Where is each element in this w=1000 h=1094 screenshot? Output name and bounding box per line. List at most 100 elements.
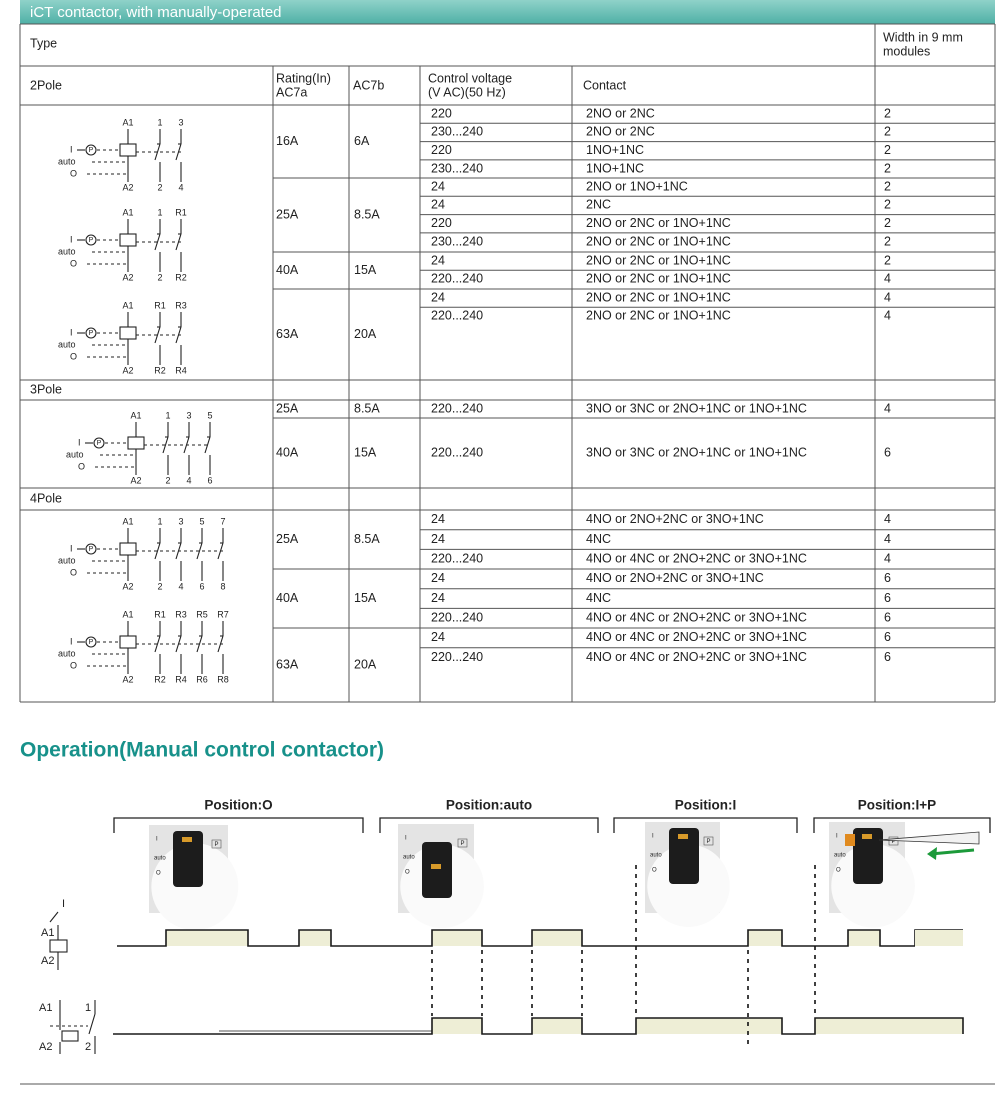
width: 6 [884, 445, 891, 459]
column-header: AC7b [353, 78, 384, 92]
mode-label: I [70, 144, 73, 154]
rating: 40A [276, 591, 299, 605]
terminal-label: 4 [178, 581, 183, 591]
terminal-label: R3 [175, 609, 187, 619]
signal-trace [117, 929, 915, 947]
terminal-label: 7 [220, 516, 225, 526]
terminal-label: 4 [186, 475, 191, 485]
terminal-label: A1 [122, 300, 133, 310]
rating: 16A [276, 134, 299, 148]
push-button [85, 543, 97, 555]
contact: 4NO or 4NC or 2NO+2NC or 3NO+1NC [586, 552, 807, 566]
push-button [93, 437, 105, 449]
on-state [166, 930, 248, 946]
width: 4 [884, 309, 891, 323]
voltage: 24 [431, 512, 445, 526]
voltage: 24 [431, 532, 445, 546]
width: 6 [884, 650, 891, 664]
contact: 2NC [586, 198, 611, 212]
dial-label: I [652, 834, 654, 840]
terminal-label: A2 [122, 365, 133, 375]
mode-label: I [70, 543, 73, 553]
terminal-label: 5 [207, 410, 212, 420]
coil [49, 939, 68, 953]
on-state [532, 930, 582, 946]
voltage: 220 [431, 143, 452, 157]
width: 4 [884, 272, 891, 286]
dial-face [831, 843, 915, 928]
width-header: modules [883, 44, 930, 58]
position-label: Position:I [675, 798, 737, 813]
contact: 1NO+1NC [586, 161, 644, 175]
contact: 1NO+1NC [586, 143, 644, 157]
coil [119, 542, 137, 556]
terminal-label: R2 [154, 674, 166, 684]
terminal-label: 1 [157, 117, 162, 127]
mode-label: auto [66, 449, 84, 459]
voltage: 230...240 [431, 125, 483, 139]
terminal-label: 6 [199, 581, 204, 591]
column-header: AC7a [276, 85, 307, 99]
push-button [85, 144, 97, 156]
section-name: 2Pole [30, 78, 62, 92]
button-label: P [89, 147, 94, 154]
contact-blade [154, 143, 161, 161]
terminal-label: A1 [122, 117, 133, 127]
dial-label: P [214, 842, 218, 848]
voltage: 220 [431, 216, 452, 230]
knob-window [182, 837, 192, 842]
contact: 3NO or 3NC or 2NO+1NC or 1NO+1NC [586, 401, 807, 415]
coil-wire [49, 911, 59, 970]
mode-label: O [78, 461, 85, 471]
mode-label: auto [58, 339, 76, 349]
width: 6 [884, 611, 891, 625]
contact: 2NO or 2NC or 1NO+1NC [586, 253, 731, 267]
contact-blade [196, 635, 203, 653]
contact: 4NO or 2NO+2NC or 3NO+1NC [586, 571, 764, 585]
terminal-label: R5 [196, 609, 208, 619]
arrow-head [927, 847, 937, 860]
rating: 25A [276, 207, 299, 221]
ac7b: 20A [354, 657, 377, 671]
contact-blade [154, 233, 161, 251]
terminal-label: R4 [175, 365, 187, 375]
voltage: 24 [431, 253, 445, 267]
width: 2 [884, 253, 891, 267]
rating: 40A [276, 445, 299, 459]
contact-blade [154, 635, 161, 653]
contact: 2NO or 1NO+1NC [586, 179, 688, 193]
terminal-label: R1 [154, 609, 166, 619]
contact-blade [154, 326, 161, 344]
section-name: 4Pole [30, 491, 62, 505]
terminal-label: 2 [165, 475, 170, 485]
dial-label: auto [834, 853, 846, 859]
voltage: 24 [431, 591, 445, 605]
dial-label: O [652, 868, 657, 874]
voltage: 24 [431, 198, 445, 212]
voltage: 24 [431, 630, 445, 644]
on-state [748, 930, 782, 946]
dial-label: auto [154, 856, 166, 862]
voltage: 220...240 [431, 309, 483, 323]
terminal-label: A1 [122, 609, 133, 619]
width: 2 [884, 234, 891, 248]
section-title: Operation(Manual control contactor) [20, 739, 384, 762]
voltage: 220...240 [431, 445, 483, 459]
coil-label: A2 [41, 955, 54, 967]
on-state [848, 930, 880, 946]
screwdriver [878, 831, 980, 845]
dial-face [647, 844, 730, 927]
voltage: 220...240 [431, 401, 483, 415]
voltage: 230...240 [431, 234, 483, 248]
width: 2 [884, 106, 891, 120]
dial-label: I [405, 836, 407, 842]
rating: 63A [276, 657, 299, 671]
terminal-label: 1 [157, 516, 162, 526]
terminal-label: A2 [122, 674, 133, 684]
